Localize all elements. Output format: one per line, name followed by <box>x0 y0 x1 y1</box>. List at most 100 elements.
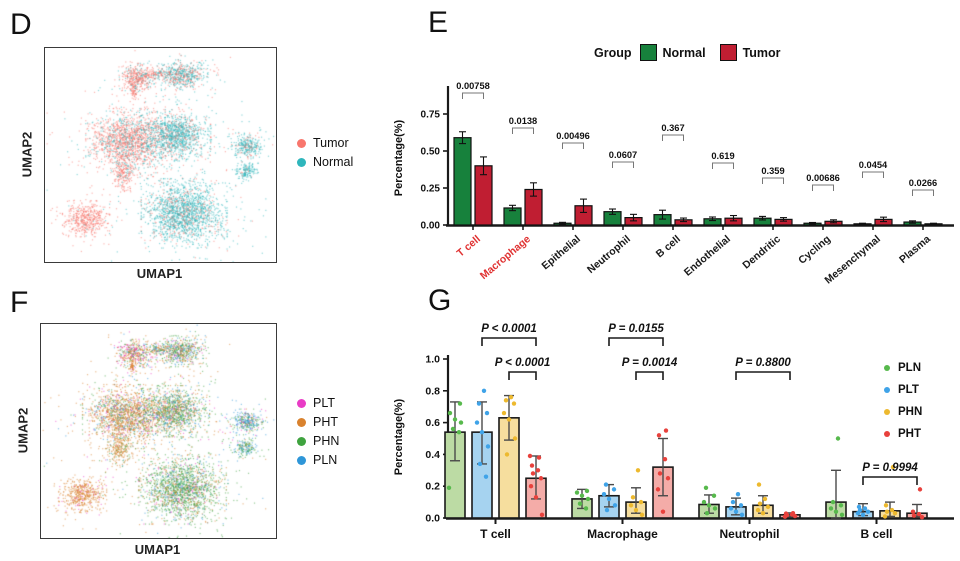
data-point <box>665 476 671 481</box>
data-point <box>662 456 668 462</box>
data-point <box>757 501 763 506</box>
data-point <box>703 485 709 490</box>
data-point <box>712 506 718 511</box>
p-value-label: P = 0.8800 <box>735 357 791 369</box>
p-value-label: 0.0454 <box>859 160 888 170</box>
data-point <box>527 453 533 459</box>
data-point <box>538 476 544 481</box>
data-point <box>579 493 585 498</box>
p-value-label: 0.00758 <box>456 81 490 91</box>
legend-f: PLT PHT PHN PLN <box>297 396 339 467</box>
data-point <box>584 488 590 494</box>
category-label: Epithelial <box>539 233 583 272</box>
umap-plot-d <box>44 47 277 263</box>
umap1-axis-label-d: UMAP1 <box>136 266 183 281</box>
p-value-label: P < 0.0001 <box>495 357 551 369</box>
umap-scatter-d <box>45 48 276 262</box>
category-label: B cell <box>654 233 683 260</box>
phn-dot-icon <box>297 436 306 446</box>
data-point <box>860 512 866 518</box>
significance-bracket <box>462 92 484 99</box>
data-point <box>529 463 535 468</box>
data-point <box>656 433 662 438</box>
data-point <box>884 509 890 514</box>
legend-label-normal-e: Normal <box>662 45 706 60</box>
umap2-axis-label-d: UMAP2 <box>19 131 35 178</box>
data-point <box>447 410 453 416</box>
data-point <box>477 461 483 467</box>
data-point <box>765 504 771 510</box>
data-point <box>457 401 463 406</box>
legend-item-normal: Normal <box>297 155 353 169</box>
y-axis-title: Percentage(%) <box>393 398 405 475</box>
category-label: Macrophage <box>587 527 658 541</box>
significance-bracket <box>812 184 834 191</box>
data-point <box>536 455 542 460</box>
legend-e: Group Normal Tumor <box>594 44 789 61</box>
significance-bracket <box>508 371 537 380</box>
y-tick-label: 0.00 <box>421 221 441 232</box>
plt-dot-icon <box>297 398 306 408</box>
legend-label-pht: PHT <box>313 415 338 429</box>
category-label: Dendritic <box>740 233 783 272</box>
y-tick-label: 0.75 <box>421 110 441 121</box>
data-point <box>701 499 707 505</box>
normal-swatch-icon <box>639 44 657 61</box>
legend-item-phn: PHN <box>297 434 339 448</box>
data-point <box>533 495 539 500</box>
legend-label-pht-g: PHT <box>898 428 921 440</box>
tumor-swatch-icon <box>719 44 737 61</box>
umap2-axis-label-f: UMAP2 <box>15 407 31 454</box>
y-tick-label: 1.0 <box>425 354 440 366</box>
data-point <box>452 417 458 422</box>
legend-item-pln: PLN <box>297 453 339 467</box>
data-point <box>838 503 844 508</box>
data-point <box>835 436 841 441</box>
data-point <box>612 503 618 508</box>
data-point <box>601 491 607 497</box>
legend-label-pln: PLN <box>313 453 338 467</box>
data-point <box>628 503 634 508</box>
significance-bracket <box>862 476 918 485</box>
data-point <box>633 507 639 513</box>
data-point <box>833 509 839 514</box>
p-value-label: 0.00686 <box>806 173 840 183</box>
umap1-axis-label-f: UMAP1 <box>134 542 181 557</box>
p-value-label: 0.619 <box>711 151 734 161</box>
panel-label-g: G <box>428 284 452 317</box>
p-value-label: 0.359 <box>761 166 784 176</box>
data-point <box>604 507 610 513</box>
legend-d: Tumor Normal <box>297 136 353 169</box>
data-point <box>511 401 517 406</box>
data-point <box>535 468 541 473</box>
data-point <box>704 511 710 516</box>
data-point <box>660 509 666 514</box>
umap-scatter-f <box>41 324 276 538</box>
data-point <box>739 512 745 518</box>
pht-dot-icon <box>884 431 890 437</box>
data-point <box>474 420 480 425</box>
legend-item-plt: PLT <box>297 396 339 410</box>
data-point <box>890 464 896 470</box>
data-point <box>911 513 917 518</box>
data-point <box>762 496 768 502</box>
category-label: T cell <box>480 527 511 541</box>
data-point <box>655 487 661 492</box>
data-point <box>585 496 591 502</box>
panel-label-d: D <box>10 8 32 41</box>
p-value-label: P = 0.0014 <box>622 357 678 369</box>
plt-dot-icon <box>884 387 890 393</box>
data-point <box>485 444 491 449</box>
legend-label-normal: Normal <box>313 155 354 169</box>
significance-bracket <box>512 127 534 134</box>
y-tick-label: 0.50 <box>421 147 441 158</box>
legend-item-tumor: Tumor <box>297 136 353 150</box>
bar-chart-g: 0.0 0.2 0.4 0.6 0.8 1.0 Percentage(%) T cell Mac… <box>393 323 954 541</box>
data-point <box>919 515 925 520</box>
data-point <box>506 417 512 422</box>
data-point <box>638 499 644 505</box>
significance-bracket <box>712 162 734 169</box>
significance-bracket <box>762 177 784 184</box>
legend-item-phn-g: PHN <box>884 406 922 418</box>
